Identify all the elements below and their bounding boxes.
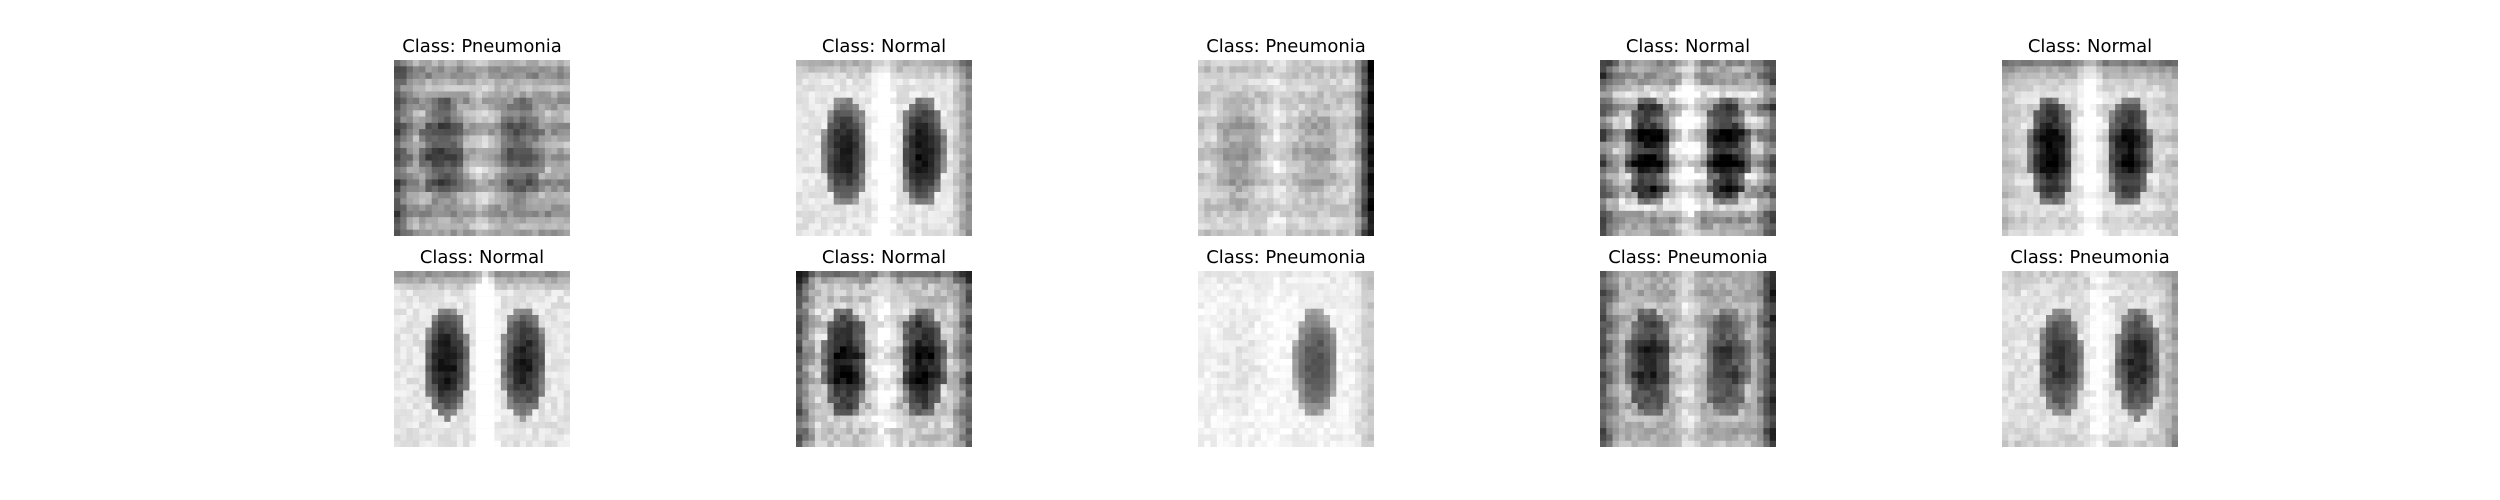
panel-title: Class: Normal: [821, 36, 947, 57]
sample-panel-4: Class: Normal: [1600, 36, 1776, 236]
sample-panel-9: Class: Pneumonia: [1600, 247, 1776, 447]
sample-panel-6: Class: Normal: [394, 247, 570, 447]
chest-xray-image: [1600, 271, 1776, 447]
panel-title: Class: Normal: [821, 247, 947, 268]
sample-panel-10: Class: Pneumonia: [2002, 247, 2178, 447]
chest-xray-image: [1198, 60, 1374, 236]
panel-title: Class: Normal: [1625, 36, 1751, 57]
panel-title: Class: Pneumonia: [2010, 247, 2170, 268]
chest-xray-image: [796, 271, 972, 447]
sample-panel-1: Class: Pneumonia: [394, 36, 570, 236]
chest-xray-image: [2002, 271, 2178, 447]
sample-panel-3: Class: Pneumonia: [1198, 36, 1374, 236]
chest-xray-image: [2002, 60, 2178, 236]
chest-xray-image: [394, 60, 570, 236]
chest-xray-image: [1600, 60, 1776, 236]
panel-title: Class: Pneumonia: [1608, 247, 1768, 268]
chest-xray-image: [1198, 271, 1374, 447]
panel-title: Class: Normal: [419, 247, 545, 268]
sample-panel-2: Class: Normal: [796, 36, 972, 236]
sample-panel-5: Class: Normal: [2002, 36, 2178, 236]
panel-title: Class: Pneumonia: [402, 36, 562, 57]
chest-xray-image: [394, 271, 570, 447]
panel-title: Class: Pneumonia: [1206, 36, 1366, 57]
chest-xray-image: [796, 60, 972, 236]
panel-title: Class: Pneumonia: [1206, 247, 1366, 268]
panel-title: Class: Normal: [2027, 36, 2153, 57]
sample-panel-8: Class: Pneumonia: [1198, 247, 1374, 447]
sample-panel-7: Class: Normal: [796, 247, 972, 447]
